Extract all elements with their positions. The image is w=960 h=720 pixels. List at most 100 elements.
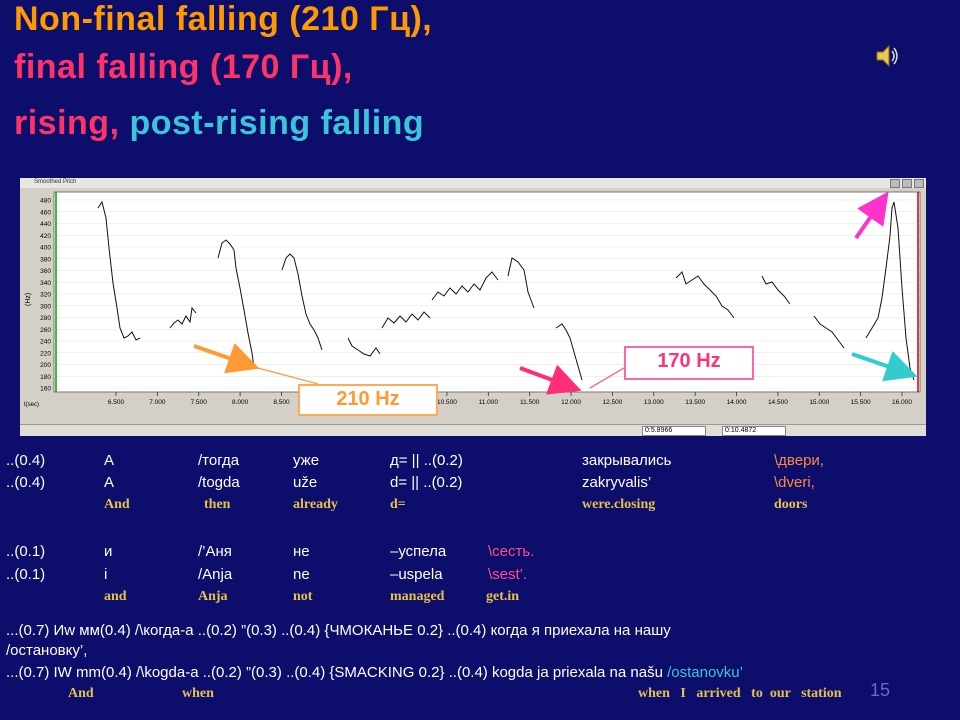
title-rising: rising,	[14, 104, 130, 142]
utt1-gloss-already: already	[293, 497, 338, 512]
utt1-cyr-zakryvalis: закрывались	[582, 452, 672, 469]
close-button[interactable]	[914, 179, 924, 188]
utt3-latin: ...(0.7) IW mm(0.4) /\kogda-a ..(0.2) ”(…	[6, 664, 960, 681]
utt1-gloss-closing: were.closing	[582, 497, 656, 512]
y-tick-label: 240	[40, 339, 51, 346]
utt2-gloss-managed: managed	[390, 589, 445, 604]
x-tick-label: 13.500	[685, 399, 705, 406]
y-tick-label: 460	[40, 209, 51, 216]
x-tick-label: 8.000	[232, 399, 249, 406]
x-tick-label: 10.500	[437, 399, 457, 406]
utt3-cyr-ostanovku: /остановку’,	[6, 642, 88, 659]
utt2-gloss-getin: get.in	[486, 589, 520, 604]
utt2-cyr-uspela: –успела	[390, 543, 447, 560]
arrow-post-rising	[851, 351, 918, 382]
y-tick-label: 300	[40, 303, 51, 310]
title-post-rising: post-rising falling	[129, 104, 425, 142]
pitch-contour-2	[169, 306, 197, 329]
utt2-gloss-and: and	[104, 589, 127, 604]
pitch-contour-12	[813, 315, 845, 349]
utt3-gloss-and: And	[68, 686, 94, 701]
title-line-3: rising, post-rising falling	[14, 104, 424, 143]
pitch-contour-5	[347, 337, 381, 357]
arrow-rising	[854, 191, 889, 240]
utt2-lat-pause: ..(0.1)	[6, 566, 46, 583]
y-tick-label: 280	[40, 315, 51, 322]
utt2-lat-ne: ne	[293, 566, 310, 583]
x-tick-label: 16.000	[892, 399, 912, 406]
utt1-lat-dveri: \dveri,	[774, 474, 815, 491]
utt2-lat-sest: \sest’.	[488, 566, 528, 583]
status-time-end: 0:10.4872	[722, 426, 786, 436]
utt1-lat-zakryvalis: zakryvalis’	[582, 474, 652, 491]
utt2-gloss-not: not	[293, 589, 313, 604]
x-tick-label: 6.500	[108, 399, 125, 406]
pitch-contour-7	[431, 271, 499, 301]
utt1-lat-d: d= || ..(0.2)	[390, 474, 463, 491]
minimize-button[interactable]	[890, 179, 900, 188]
y-tick-label: 260	[40, 327, 51, 334]
y-unit: (Hz)	[25, 293, 32, 306]
utt1-gloss-then: then	[204, 497, 231, 512]
utt1-cyr-d: д= || ..(0.2)	[390, 452, 463, 469]
utt1-cyrillic: ..(0.4) А /тогда уже д= || ..(0.2) закры…	[0, 452, 960, 472]
utt2-lat-uspela: –uspela	[390, 566, 443, 583]
y-tick-label: 400	[40, 245, 51, 252]
utt2-cyr-i: и	[104, 543, 113, 560]
pitch-contour-11	[761, 275, 791, 305]
label-170hz: 170 Hz	[624, 346, 754, 380]
utt2-lat-i: i	[104, 566, 108, 583]
label-210hz: 210 Hz	[298, 384, 438, 416]
y-tick-label: 220	[40, 350, 51, 357]
utt1-gloss-and: And	[104, 497, 130, 512]
utt1-cyr-pause: ..(0.4)	[6, 452, 46, 469]
utt3-gloss-when: when	[182, 686, 214, 701]
x-tick-label: 14.000	[727, 399, 747, 406]
utt2-latin: ..(0.1) i /Anja ne –uspela \sest’.	[0, 566, 960, 586]
plot-area	[53, 191, 921, 393]
y-tick-label: 440	[40, 221, 51, 228]
pitch-contour-8	[507, 257, 535, 309]
utt3-gloss-rest: when I arrived to our station	[638, 686, 842, 701]
x-tick-label: 11.500	[520, 399, 540, 406]
y-tick-label: 340	[40, 280, 51, 287]
x-tick-label: 14.500	[768, 399, 788, 406]
utt1-cyr-uzhe: уже	[293, 452, 320, 469]
arrow-nonfinal	[193, 343, 260, 374]
y-tick-label: 380	[40, 256, 51, 263]
callout-line-170	[589, 367, 625, 389]
pitch-contour-4	[281, 253, 323, 351]
maximize-button[interactable]	[902, 179, 912, 188]
pitch-contour-3	[217, 239, 255, 369]
utt3-gloss: And when when I arrived to our station	[0, 686, 960, 704]
utt1-lat-pause: ..(0.4)	[6, 474, 46, 491]
utt1-cyr-dveri: \двери,	[774, 452, 824, 469]
pitch-contour-6	[381, 311, 431, 329]
y-tick-label: 480	[40, 198, 51, 205]
status-bar: 0:5.8966 0:10.4872	[20, 424, 926, 436]
x-tick-label: 7.000	[149, 399, 166, 406]
utt2-cyr-ne: не	[293, 543, 310, 560]
utt1-lat-togda: /togda	[198, 474, 240, 491]
utt1-cyr-togda: /тогда	[198, 452, 240, 469]
utt2-cyrillic: ..(0.1) и /’Аня не –успела \сесть.	[0, 543, 960, 563]
utt2-cyr-sest: \сесть.	[488, 543, 535, 560]
x-tick-label: 12.500	[602, 399, 622, 406]
utt1-latin: ..(0.4) A /togda uže d= || ..(0.2) zakry…	[0, 474, 960, 494]
utt1-lat-a: A	[104, 474, 115, 491]
y-tick-label: 420	[40, 233, 51, 240]
speaker-icon[interactable]	[874, 42, 902, 75]
x-tick-label: 8.500	[273, 399, 290, 406]
x-tick-label: 7.500	[191, 399, 208, 406]
x-tick-label: 15.000	[809, 399, 829, 406]
utt3-lat-main: ...(0.7) IW mm(0.4) /\kogda-a ..(0.2) ”(…	[6, 664, 668, 681]
page-number: 15	[870, 680, 891, 700]
x-tick-label: 12.000	[561, 399, 581, 406]
utt3-lat-ostanovku: /ostanovku’	[667, 664, 743, 681]
pitch-window: Smoothed Pitch 480 460 440 420 400 380 360 340 3…	[20, 178, 926, 436]
utt2-cyr-pause: ..(0.1)	[6, 543, 46, 560]
y-tick-label: 360	[40, 268, 51, 275]
pitch-contour-10	[675, 271, 735, 319]
y-tick-label: 180	[40, 374, 51, 381]
